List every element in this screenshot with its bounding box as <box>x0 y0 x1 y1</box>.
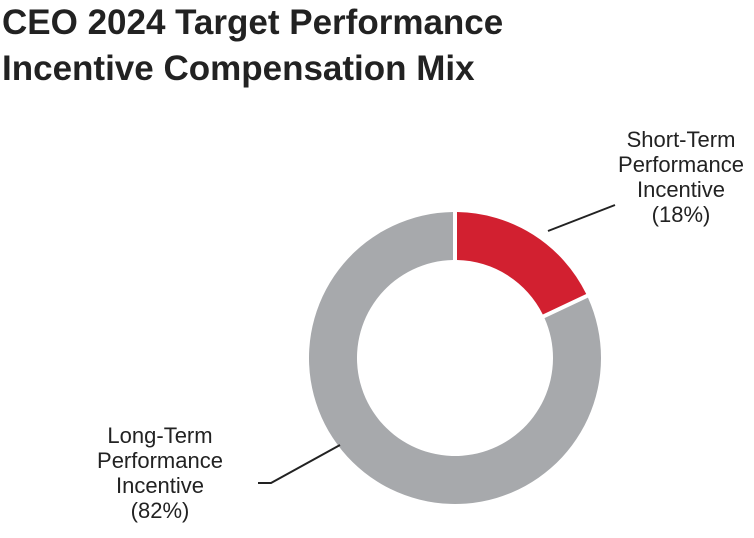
label-long-term-line-2: Performance <box>97 448 223 473</box>
leader-line-short-term <box>547 204 616 232</box>
label-short-term-line-3: Incentive <box>636 177 726 202</box>
label-short-term-line-4: (18%) <box>651 202 711 227</box>
label-short-term-incentive: Short-Term Performance Incentive (18%) <box>608 127 754 227</box>
label-long-term-line-1: Long-Term <box>107 423 213 448</box>
label-short-term-line-1: Short-Term <box>626 127 736 152</box>
chart-title-line-1: CEO 2024 Target Performance <box>2 3 504 42</box>
label-long-term-line-4: (82%) <box>130 498 190 523</box>
label-short-term-line-2: Performance <box>618 152 744 177</box>
donut-slices <box>309 212 601 505</box>
chart-title: CEO 2024 Target Performance Incentive Co… <box>2 0 503 92</box>
label-long-term-line-3: Incentive <box>115 473 205 498</box>
slice-long-term-incentive <box>309 212 601 505</box>
leader-line-long-term <box>258 444 341 484</box>
chart-title-line-2: Incentive Compensation Mix <box>2 49 475 88</box>
slice-short-term-incentive <box>456 212 587 315</box>
label-long-term-incentive: Long-Term Performance Incentive (82%) <box>80 423 240 523</box>
